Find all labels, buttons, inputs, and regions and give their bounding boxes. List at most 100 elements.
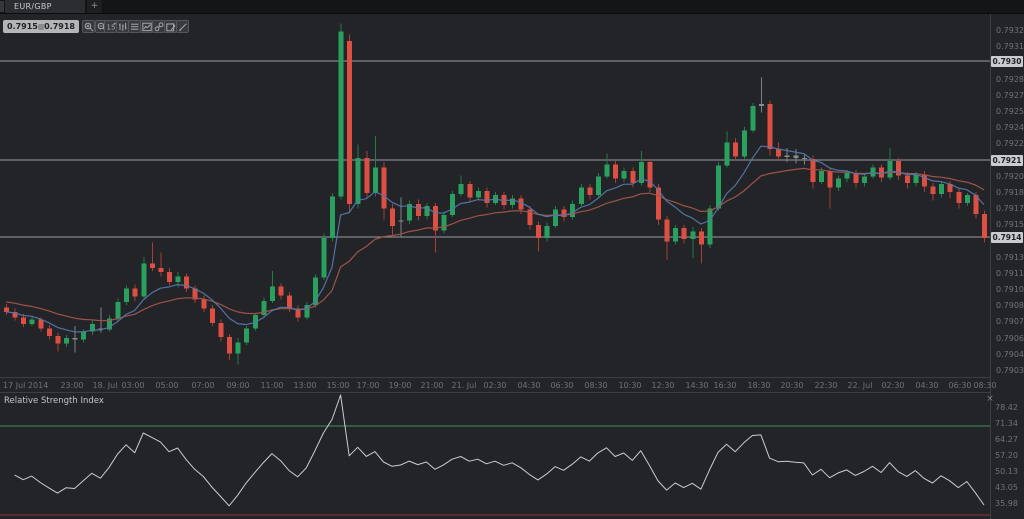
candle — [209, 305, 215, 327]
svg-text:15: 15 — [107, 24, 116, 32]
candle — [269, 271, 275, 303]
time-axis-label: 08:30 — [973, 381, 997, 390]
candle — [364, 151, 370, 198]
time-axis-label: 08:30 — [584, 381, 608, 390]
candle — [810, 155, 816, 189]
candle — [493, 191, 498, 206]
price-axis-label: 0.7915 — [996, 220, 1024, 230]
candle — [304, 301, 310, 320]
candle — [561, 206, 567, 222]
candle — [141, 256, 147, 299]
candle — [801, 153, 807, 165]
candle — [613, 161, 619, 184]
indicators-button[interactable] — [128, 20, 141, 33]
time-axis-label: 15:00 — [326, 381, 350, 390]
price-axis-label: 0.7908 — [996, 301, 1024, 311]
candle — [484, 187, 490, 208]
time-axis-label: 06:30 — [550, 381, 574, 390]
bid-price: 0.7915 — [7, 22, 38, 31]
candle — [29, 316, 35, 327]
candle — [964, 193, 970, 207]
candle — [21, 314, 27, 328]
candle — [261, 297, 267, 318]
candle — [124, 285, 130, 306]
price-badge: 0.7914 — [991, 231, 1023, 243]
time-axis-label: 14:30 — [685, 381, 709, 390]
price-axis-label: 0.7903 — [996, 365, 1024, 375]
candle — [372, 135, 378, 197]
rsi-axis-label: 57.20 — [995, 451, 1018, 460]
candle — [55, 332, 61, 352]
candle — [956, 188, 962, 209]
candle — [415, 199, 421, 221]
candle — [776, 142, 782, 162]
ma-slow-line — [5, 167, 985, 322]
candle — [381, 162, 387, 220]
tab-bar: EUR/GBP + — [0, 0, 1024, 14]
candle — [982, 210, 987, 243]
rsi-close-button[interactable]: × — [986, 394, 994, 404]
price-axis-label: 0.7917 — [996, 204, 1024, 214]
edit-icon — [166, 22, 176, 32]
draw-button[interactable] — [176, 20, 189, 33]
time-axis-label: 17 Jul 2014 — [3, 381, 49, 390]
time-axis-label: 12:30 — [651, 381, 675, 390]
time-axis-label: 09:00 — [226, 381, 250, 390]
candle — [527, 206, 533, 230]
candle — [398, 197, 404, 237]
price-axis-label: 0.7928 — [996, 74, 1024, 84]
timeframe-icon: 15 — [107, 22, 116, 32]
candle — [278, 283, 284, 300]
candle — [570, 200, 576, 220]
price-badge: 0.7930 — [991, 55, 1023, 67]
rsi-axis-label: 35.98 — [995, 499, 1018, 508]
candle — [12, 308, 18, 321]
quote-panel[interactable]: 0.7915 0.7918 — [3, 20, 79, 33]
candle — [201, 295, 207, 312]
candle — [664, 216, 670, 261]
zoom-in-button[interactable] — [82, 20, 95, 33]
candle — [510, 195, 516, 209]
rsi-axis-label: 43.05 — [995, 483, 1018, 492]
candle — [604, 153, 610, 179]
time-axis-label: 07:00 — [191, 381, 215, 390]
tab-eurgbp[interactable]: EUR/GBP — [5, 0, 85, 13]
time-axis-label: 04:30 — [517, 381, 541, 390]
candle — [295, 305, 301, 322]
price-axis-label: 0.7913 — [996, 252, 1024, 262]
time-axis-label: 10:30 — [618, 381, 642, 390]
candle — [467, 180, 473, 202]
price-axis-label: 0.7924 — [996, 123, 1024, 133]
price-axis-label: 0.7910 — [996, 285, 1024, 295]
rsi-axis-label: 64.27 — [995, 435, 1018, 444]
candle — [355, 144, 361, 209]
chart-type-button[interactable] — [116, 20, 129, 33]
new-tab-button[interactable]: + — [87, 0, 102, 13]
candle — [707, 205, 713, 248]
candle — [106, 315, 112, 332]
candle — [673, 224, 679, 245]
candle — [896, 157, 902, 180]
candle — [544, 222, 550, 242]
candle — [741, 127, 747, 159]
price-axis-label: 0.7932 — [996, 26, 1024, 35]
price-axis-label: 0.7931 — [996, 42, 1024, 52]
price-axis-label: 0.7918 — [996, 187, 1024, 197]
rsi-panel-title: Relative Strength Index — [4, 396, 104, 406]
rsi-line — [14, 394, 985, 507]
price-axis-label: 0.7904 — [996, 349, 1024, 359]
candle — [887, 147, 893, 180]
candle — [390, 204, 396, 239]
time-axis-label: 22:30 — [814, 381, 838, 390]
candle — [647, 158, 653, 192]
candle — [716, 162, 722, 211]
time-axis-label: 06:30 — [948, 381, 972, 390]
candle — [690, 227, 696, 258]
tab-scroll-handle[interactable] — [0, 1, 4, 12]
time-axis-label: 16:30 — [713, 381, 737, 390]
candle — [793, 149, 799, 164]
price-badge: 0.7921 — [991, 154, 1023, 166]
time-axis-label: 05:00 — [155, 381, 179, 390]
time-axis-label: 21:00 — [420, 381, 444, 390]
